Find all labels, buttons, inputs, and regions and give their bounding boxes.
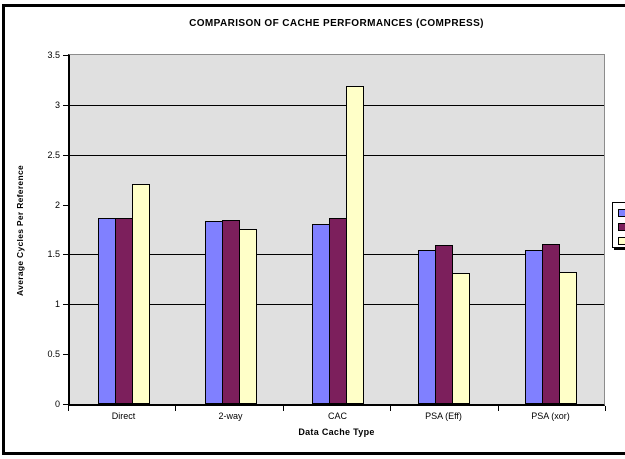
y-tick-label: 3 (54, 100, 60, 110)
bar-group (177, 55, 284, 404)
bar-group (390, 55, 497, 404)
bar (328, 218, 347, 404)
chart-canvas: COMPARISON OF CACHE PERFORMANCES (COMPRE… (5, 7, 625, 452)
y-axis-tick (63, 55, 69, 56)
x-axis-tick (68, 406, 69, 411)
y-axis-tick (63, 105, 69, 106)
legend (612, 202, 625, 248)
category-label: Direct (111, 411, 136, 421)
chart-frame: COMPARISON OF CACHE PERFORMANCES (COMPRE… (2, 4, 625, 455)
legend-swatch (618, 223, 625, 231)
y-tick-label: 2 (54, 200, 60, 210)
bar (97, 218, 116, 404)
x-axis-tick (175, 406, 176, 411)
bar (311, 224, 330, 404)
y-axis-tick (63, 304, 69, 305)
category-label: CAC (327, 411, 347, 421)
bar (451, 273, 470, 404)
bar (541, 244, 560, 404)
category-label: PSA (Eff) (425, 411, 462, 421)
y-axis-title: Average Cycles Per Reference (15, 164, 25, 296)
bar (434, 245, 453, 404)
y-axis-tick (63, 354, 69, 355)
bar (221, 220, 240, 404)
category-label: PSA (xor) (531, 411, 570, 421)
y-tick-label: 0.5 (47, 349, 60, 359)
category-label: 2-way (218, 411, 243, 421)
x-axis-tick (605, 406, 606, 411)
y-tick-label: 3.5 (47, 50, 60, 60)
chart-title: COMPARISON OF CACHE PERFORMANCES (COMPRE… (189, 18, 484, 29)
bar (524, 250, 543, 404)
y-axis-tick (63, 155, 69, 156)
bar (345, 86, 364, 404)
gridline (70, 155, 604, 156)
y-axis-tick (63, 404, 69, 405)
legend-swatch (618, 237, 625, 245)
x-axis-tick (390, 406, 391, 411)
plot-area (68, 54, 605, 406)
bar-group (284, 55, 391, 404)
bar (238, 229, 257, 404)
bar-group (70, 55, 177, 404)
bar (114, 218, 133, 404)
y-tick-label: 2.5 (47, 150, 60, 160)
y-tick-label: 1 (54, 299, 60, 309)
bar (417, 250, 436, 404)
x-axis-tick (283, 406, 284, 411)
legend-swatch (618, 209, 625, 217)
bar (204, 221, 223, 404)
y-axis-title-box: Average Cycles Per Reference (7, 54, 33, 406)
y-axis-tick (63, 254, 69, 255)
x-axis-title: Data Cache Type (298, 427, 375, 437)
bar (131, 184, 150, 404)
bar-group (497, 55, 604, 404)
x-axis-tick (498, 406, 499, 411)
bar (558, 272, 577, 404)
gridline (70, 105, 604, 106)
y-tick-label: 0 (54, 399, 60, 409)
y-tick-label: 1.5 (47, 249, 60, 259)
y-axis-tick (63, 205, 69, 206)
